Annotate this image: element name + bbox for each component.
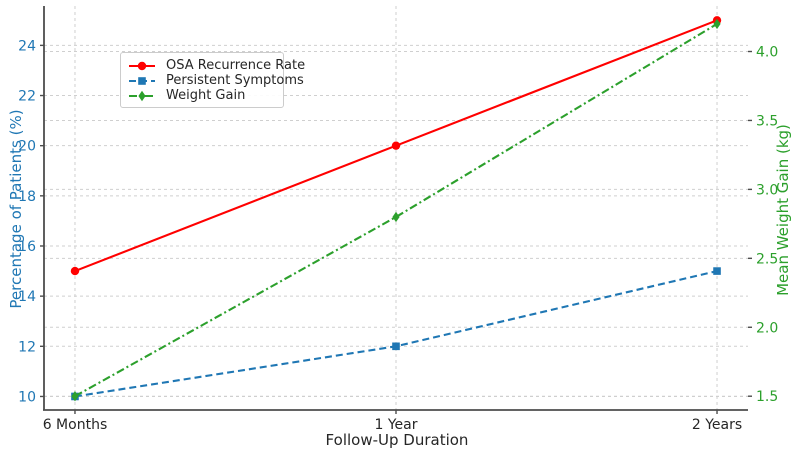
y-tick-label-left: 20 [18, 139, 36, 155]
y-tick-label-right: 3.5 [756, 113, 778, 129]
legend-item: Weight Gain [127, 88, 276, 103]
x-tick-label: 1 Year [375, 417, 418, 433]
data-point [392, 342, 400, 351]
legend-item: OSA Recurrence Rate [127, 58, 305, 73]
x-tick-label: 6 Months [43, 417, 108, 433]
legend: OSA Recurrence Rate Persistent Symptoms … [120, 52, 305, 108]
x-axis-label: Follow-Up Duration [325, 431, 469, 449]
x-tick-label: 2 Years [692, 417, 742, 433]
legend-item: Persistent Symptoms [127, 73, 304, 88]
legend-label: Weight Gain [166, 88, 246, 103]
y-tick-label-right: 3.0 [756, 182, 778, 198]
data-point [70, 266, 80, 276]
y-axis-label-right: Mean Weight Gain (kg) [774, 124, 792, 296]
y-tick-label-right: 2.0 [756, 320, 778, 336]
y-tick-label-left: 24 [18, 38, 36, 54]
legend-line-sample [129, 61, 155, 70]
axes-group: 10 12 14 16 18 20 22 24 1.5 2.0 2.5 3.0 3.5 4.0 6 Mont… [18, 6, 778, 433]
data-point [391, 141, 401, 150]
legend-label: OSA Recurrence Rate [166, 58, 306, 73]
legend-line-sample [129, 76, 155, 85]
y-tick-label-right: 4.0 [756, 45, 778, 61]
y-tick-label-right: 2.5 [756, 251, 778, 267]
data-point [713, 267, 721, 275]
data-point [71, 391, 79, 402]
legend-label: Persistent Symptoms [166, 73, 304, 88]
legend-sample-marker [138, 90, 146, 101]
y-tick-label-right: 1.5 [756, 389, 778, 405]
y-tick-label-left: 22 [18, 89, 36, 105]
data-point [713, 18, 721, 30]
legend-line-sample [129, 90, 155, 101]
y-tick-label-left: 10 [18, 389, 36, 405]
legend-sample-marker [138, 76, 146, 85]
y-tick-label-left: 18 [18, 189, 36, 205]
legend-sample-marker [137, 61, 147, 70]
series-group [70, 16, 722, 402]
y-tick-label-left: 16 [18, 239, 36, 255]
y-axis-label-left: Percentage of Patients (%) [7, 109, 25, 309]
y-tick-label-left: 12 [18, 339, 36, 355]
y-tick-label-left: 14 [18, 289, 36, 305]
data-point [392, 211, 400, 223]
